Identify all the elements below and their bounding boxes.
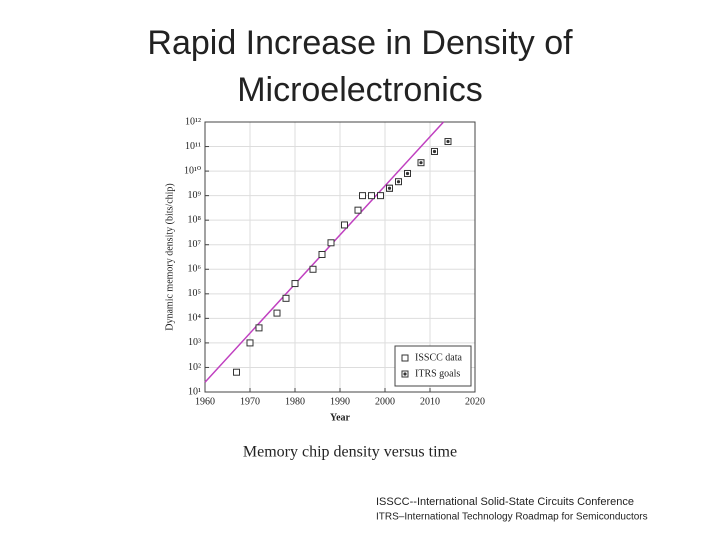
y-axis-label: Dynamic memory density (bits/chip) — [164, 183, 175, 330]
y-tick-label: 10³ — [188, 337, 201, 348]
y-tick-label: 10⁶ — [188, 264, 202, 275]
marker-box — [368, 192, 375, 200]
marker-box — [377, 192, 384, 200]
y-tick-label: 10¹⁰ — [184, 165, 201, 176]
marker-box — [233, 368, 240, 376]
data-point — [309, 265, 317, 273]
marker-box — [354, 206, 362, 214]
marker-dot — [396, 180, 401, 184]
data-point — [417, 159, 425, 167]
y-tick-label: 10¹² — [185, 116, 201, 127]
chart: 1960 1970 1980 1990 2000 2010 2020 10¹ 10² 10³ 10⁴… — [164, 116, 485, 423]
marker-dot — [403, 372, 407, 376]
marker-box — [318, 250, 326, 258]
x-tick-label: 2010 — [420, 396, 440, 407]
marker-box — [246, 339, 254, 347]
marker-box — [359, 192, 366, 200]
y-tick-label: 10² — [188, 362, 201, 373]
marker-box — [255, 324, 263, 332]
legend-label: ITRS goals — [415, 368, 460, 379]
data-point — [273, 309, 281, 317]
data-point — [401, 370, 409, 378]
marker-box — [282, 294, 290, 302]
x-tick-label: 1980 — [285, 396, 305, 407]
y-tick-label: 10¹ — [188, 386, 201, 397]
marker-dot — [432, 149, 437, 154]
y-tick-label: 10⁹ — [188, 190, 202, 201]
x-tick-label: 1970 — [240, 396, 260, 407]
data-point — [341, 221, 348, 229]
note: ISSCC--International Solid-State Circuit… — [376, 496, 634, 508]
marker-box — [327, 239, 335, 247]
marker-box — [273, 309, 281, 317]
data-point — [327, 239, 335, 247]
slide-title: Microelectronics — [237, 71, 483, 109]
x-tick-label: 2000 — [375, 396, 395, 407]
legend-box — [394, 345, 472, 387]
data-point — [354, 206, 362, 214]
data-point — [395, 178, 402, 186]
y-tick-label: 10⁴ — [188, 313, 202, 324]
y-tick-label: 10⁸ — [188, 214, 202, 225]
caption: Memory chip density versus time — [243, 444, 457, 461]
marker-dot — [405, 171, 410, 176]
note: ITRS–International Technology Roadmap fo… — [376, 512, 648, 523]
data-point — [291, 280, 299, 288]
data-point — [246, 339, 254, 347]
y-tick-label: 10¹¹ — [185, 141, 201, 152]
data-point — [359, 192, 366, 200]
y-tick-label: 10⁵ — [188, 288, 202, 299]
plot-frame — [204, 121, 476, 393]
x-axis-label: Year — [330, 412, 351, 423]
x-tick-label: 1990 — [330, 396, 350, 407]
data-point — [282, 294, 290, 302]
data-point — [431, 147, 438, 155]
data-point — [377, 192, 384, 200]
slide-title: Rapid Increase in Density of — [147, 24, 573, 62]
x-tick-label: 2020 — [465, 396, 485, 407]
marker-box — [341, 221, 348, 229]
marker-box — [309, 265, 317, 273]
data-point — [318, 250, 326, 258]
data-point — [401, 354, 409, 362]
y-tick-label: 10⁷ — [188, 239, 202, 250]
x-tick-label: 1960 — [195, 396, 215, 407]
data-point — [386, 184, 393, 192]
marker-dot — [387, 186, 392, 190]
marker-dot — [446, 139, 450, 144]
legend-label: ISSCC data — [415, 352, 463, 363]
marker-box — [291, 280, 299, 288]
data-point — [404, 169, 411, 177]
data-point — [368, 192, 375, 200]
marker-box — [401, 354, 409, 362]
data-point — [255, 324, 263, 332]
marker-dot — [419, 161, 423, 165]
data-point — [233, 368, 240, 376]
data-point — [444, 138, 452, 146]
